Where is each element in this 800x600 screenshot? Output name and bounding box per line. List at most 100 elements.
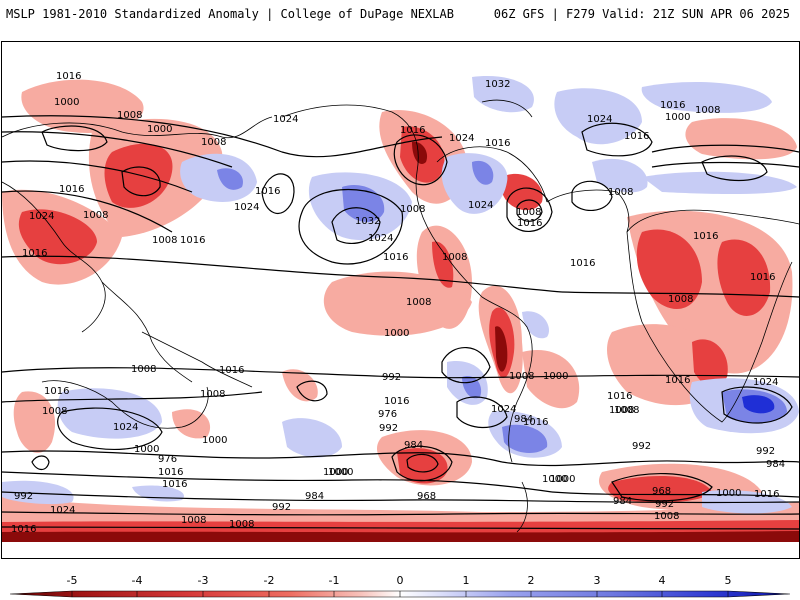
- contour-label: 1024: [468, 200, 493, 211]
- contour-label: 1000: [147, 124, 172, 135]
- contour-label: 1016: [660, 100, 685, 111]
- contour-label: 1000: [550, 474, 575, 485]
- contour-label: 1016: [11, 524, 36, 535]
- colorbar-tick-label: 0: [397, 574, 404, 587]
- contour-label: 1016: [485, 138, 510, 149]
- contour-label: 1032: [355, 216, 380, 227]
- contour-label: 1008: [83, 210, 108, 221]
- contour-label: 1008: [609, 405, 634, 416]
- contour-label: 992: [655, 499, 674, 510]
- contour-label: 1024: [50, 505, 75, 516]
- contour-label: 1008: [668, 294, 693, 305]
- contour-label: 1032: [485, 79, 510, 90]
- contour-label: 1008: [608, 187, 633, 198]
- contour-label: 1008: [117, 110, 142, 121]
- contour-label: 992: [272, 502, 291, 513]
- colorbar-tick-label: 4: [659, 574, 666, 587]
- contour-label: 984: [404, 440, 423, 451]
- contour-label: 1000: [384, 328, 409, 339]
- contour-label: 1016: [400, 125, 425, 136]
- contour-label: 1008: [516, 207, 541, 218]
- contour-label: 1008: [509, 371, 534, 382]
- contour-label: 1008: [695, 105, 720, 116]
- contour-label: 1000: [202, 435, 227, 446]
- contour-label: 1016: [255, 186, 280, 197]
- contour-label: 1000: [134, 444, 159, 455]
- contour-label: 1024: [273, 114, 298, 125]
- contour-label: 1008: [400, 204, 425, 215]
- contour-label: 1000: [665, 112, 690, 123]
- contour-label: 1000: [54, 97, 79, 108]
- colorbar-tick-label: 3: [594, 574, 601, 587]
- contour-label: 1016: [56, 71, 81, 82]
- contour-label: 1024: [753, 377, 778, 388]
- contour-label: 1016: [219, 365, 244, 376]
- colorbar-tick-label: -1: [329, 574, 340, 587]
- contour-label: 1000: [323, 467, 348, 478]
- contour-label: 992: [379, 423, 398, 434]
- colorbar-tick-label: 2: [528, 574, 535, 587]
- contour-label: 992: [382, 372, 401, 383]
- contour-label: 992: [756, 446, 775, 457]
- contour-label: 1016: [180, 235, 205, 246]
- contour-label: 1024: [587, 114, 612, 125]
- contour-label: 1024: [491, 404, 516, 415]
- contour-label: 1008: [131, 364, 156, 375]
- contour-label: 1000: [543, 371, 568, 382]
- contour-label: 1024: [234, 202, 259, 213]
- contour-label: 1016: [750, 272, 775, 283]
- contour-label: 1008: [614, 405, 639, 416]
- contour-label: 1024: [29, 211, 54, 222]
- contour-label: 1016: [754, 489, 779, 500]
- contour-label: 976: [158, 454, 177, 465]
- map-title: MSLP 1981-2010 Standardized Anomaly | Co…: [6, 7, 454, 21]
- contour-label: 1024: [113, 422, 138, 433]
- contour-label: 1016: [22, 248, 47, 259]
- contour-label: 984: [514, 414, 533, 425]
- colorbar-tick-label: -3: [198, 574, 209, 587]
- contour-label: 1016: [383, 252, 408, 263]
- contour-label: 1008: [181, 515, 206, 526]
- colorbar-tick-label: -4: [132, 574, 143, 587]
- mslp-anomaly-map: 1016 1000 1008 1000 1016 1024 1008 1016 …: [1, 41, 800, 559]
- contour-label: 1008: [654, 511, 679, 522]
- contour-label: 1016: [384, 396, 409, 407]
- model-run-info: 06Z GFS | F279 Valid: 21Z SUN APR 06 202…: [493, 7, 790, 21]
- colorbar-tick-label: -5: [67, 574, 78, 587]
- contour-label: 1000: [542, 474, 567, 485]
- contour-label: 992: [14, 491, 33, 502]
- contour-label: 1016: [624, 131, 649, 142]
- contour-label: 1016: [44, 386, 69, 397]
- contour-label: 1016: [570, 258, 595, 269]
- contour-label: 984: [305, 491, 324, 502]
- contour-label: 1008: [200, 389, 225, 400]
- extreme-positive-anomaly-fill: [742, 395, 775, 414]
- contour-label: 976: [378, 409, 397, 420]
- colorbar-tick-label: 5: [725, 574, 732, 587]
- contour-label: 1016: [517, 218, 542, 229]
- contour-label: 1008: [42, 406, 67, 417]
- extreme-negative-anomaly-fill: [2, 141, 799, 542]
- contour-label: 1016: [162, 479, 187, 490]
- contour-label: 984: [766, 459, 785, 470]
- contour-label: 1008: [152, 235, 177, 246]
- contour-label: 1016: [59, 184, 84, 195]
- anomaly-colorbar: -5 -4 -3 -2 -1 0 1 2 3 4 5: [9, 574, 791, 598]
- contour-label: 1000: [716, 488, 741, 499]
- coastlines: [2, 99, 799, 533]
- contour-label: 968: [652, 486, 671, 497]
- contour-label: 1016: [523, 417, 548, 428]
- colorbar-ticks: -5 -4 -3 -2 -1 0 1 2 3 4 5: [67, 574, 732, 587]
- contour-label: 1024: [368, 233, 393, 244]
- contour-label: 1024: [449, 133, 474, 144]
- contour-labels: 1016 1000 1008 1000 1016 1024 1008 1016 …: [11, 71, 785, 535]
- contour-label: 1016: [665, 375, 690, 386]
- contour-label: 1000: [328, 467, 353, 478]
- contour-label: 984: [613, 496, 632, 507]
- colorbar-tick-label: -2: [264, 574, 275, 587]
- contour-label: 1008: [406, 297, 431, 308]
- colorbar-tick-label: 1: [463, 574, 470, 587]
- contour-label: 1008: [229, 519, 254, 530]
- contour-label: 1016: [158, 467, 183, 478]
- contour-label: 968: [417, 491, 436, 502]
